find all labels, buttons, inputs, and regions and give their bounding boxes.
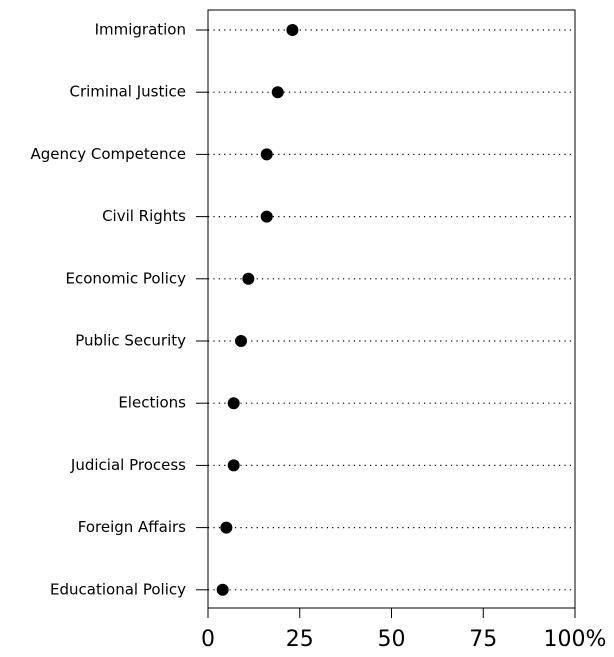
- category-label: Criminal Justice: [70, 83, 187, 101]
- x-tick-label: 0: [201, 627, 215, 652]
- x-tick-label: 50: [378, 627, 406, 652]
- category-label: Elections: [118, 394, 186, 412]
- x-axis-ticks: [207, 608, 576, 618]
- x-tick-label: 75: [469, 627, 497, 652]
- data-point: [227, 459, 240, 472]
- x-tick-label: 25: [286, 627, 314, 652]
- data-point: [235, 335, 248, 347]
- category-label: Civil Rights: [102, 207, 186, 225]
- data-point: [260, 210, 273, 223]
- data-point: [286, 24, 299, 36]
- category-label: Agency Competence: [30, 145, 186, 163]
- plot-area-frame: [207, 9, 576, 609]
- category-label: Foreign Affairs: [78, 518, 186, 536]
- data-point: [271, 86, 284, 99]
- y-axis-labels: Immigration Criminal Justice Agency Compet…: [30, 21, 186, 599]
- y-axis-ticks: [196, 29, 208, 591]
- data-points: [216, 24, 299, 596]
- category-label: Judicial Process: [70, 456, 186, 474]
- data-point: [220, 521, 233, 534]
- category-label: Immigration: [95, 21, 186, 39]
- grid-lines: [208, 29, 575, 591]
- category-label: Economic Policy: [65, 269, 186, 287]
- data-point: [227, 397, 240, 410]
- data-point: [216, 583, 229, 596]
- x-tick-label: 100%: [544, 627, 607, 652]
- x-axis-labels: 0 25 50 75 100%: [201, 627, 606, 652]
- category-label: Public Security: [75, 332, 186, 350]
- category-label: Educational Policy: [50, 580, 186, 598]
- data-point: [242, 272, 255, 285]
- data-point: [260, 148, 273, 161]
